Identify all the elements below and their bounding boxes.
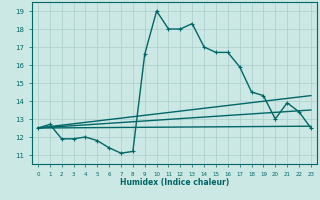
X-axis label: Humidex (Indice chaleur): Humidex (Indice chaleur)	[120, 178, 229, 187]
